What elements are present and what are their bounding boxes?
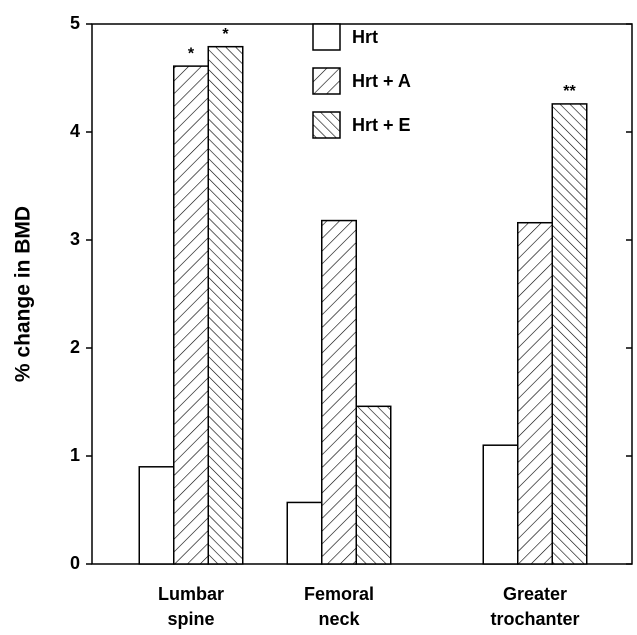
x-tick-label: neck (318, 609, 360, 629)
x-tick-label: spine (167, 609, 214, 629)
y-tick-label: 2 (70, 337, 80, 357)
bar (517, 221, 553, 565)
legend-swatch (312, 67, 341, 95)
y-tick-label: 0 (70, 553, 80, 573)
legend-label: Hrt + A (352, 71, 411, 91)
bar (321, 219, 357, 565)
legend-swatch (312, 111, 341, 139)
bar (355, 405, 392, 565)
y-axis-label: % change in BMD (12, 206, 35, 382)
legend-swatch (312, 23, 341, 51)
bar (173, 65, 209, 565)
x-tick-label: Greater (503, 584, 567, 604)
significance-label: * (188, 45, 195, 62)
bar (482, 444, 519, 565)
significance-label: ** (563, 83, 576, 100)
y-tick-label: 3 (70, 229, 80, 249)
significance-label: * (222, 26, 229, 43)
bar (551, 103, 588, 565)
x-tick-label: Femoral (304, 584, 374, 604)
x-tick-label: Lumbar (158, 584, 224, 604)
bar (286, 501, 323, 565)
y-tick-label: 5 (70, 13, 80, 33)
legend-label: Hrt (352, 27, 378, 47)
bar (207, 45, 244, 565)
x-tick-label: trochanter (490, 609, 579, 629)
bar (138, 466, 175, 565)
legend-label: Hrt + E (352, 115, 411, 135)
y-tick-label: 4 (70, 121, 80, 141)
y-tick-label: 1 (70, 445, 80, 465)
